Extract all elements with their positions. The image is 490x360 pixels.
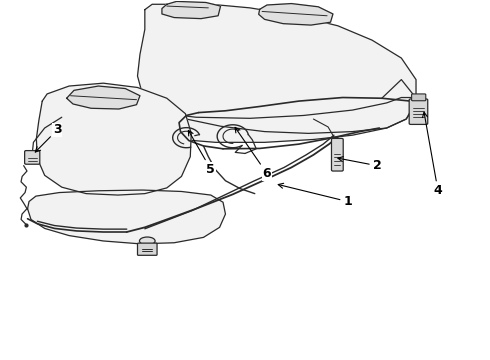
Polygon shape <box>162 1 220 19</box>
Text: 1: 1 <box>278 183 352 208</box>
Text: 3: 3 <box>35 123 62 152</box>
Polygon shape <box>67 86 140 109</box>
FancyBboxPatch shape <box>331 138 343 171</box>
Polygon shape <box>27 190 225 244</box>
Polygon shape <box>36 83 191 195</box>
Text: 4: 4 <box>422 112 442 197</box>
FancyBboxPatch shape <box>409 99 428 125</box>
FancyBboxPatch shape <box>138 243 157 255</box>
Polygon shape <box>259 4 333 25</box>
FancyBboxPatch shape <box>24 150 40 164</box>
Polygon shape <box>138 98 416 142</box>
Text: 2: 2 <box>338 157 381 172</box>
Text: 5: 5 <box>188 130 215 176</box>
Polygon shape <box>138 4 416 134</box>
FancyBboxPatch shape <box>412 94 426 101</box>
Ellipse shape <box>140 237 155 245</box>
Text: 6: 6 <box>235 127 271 180</box>
